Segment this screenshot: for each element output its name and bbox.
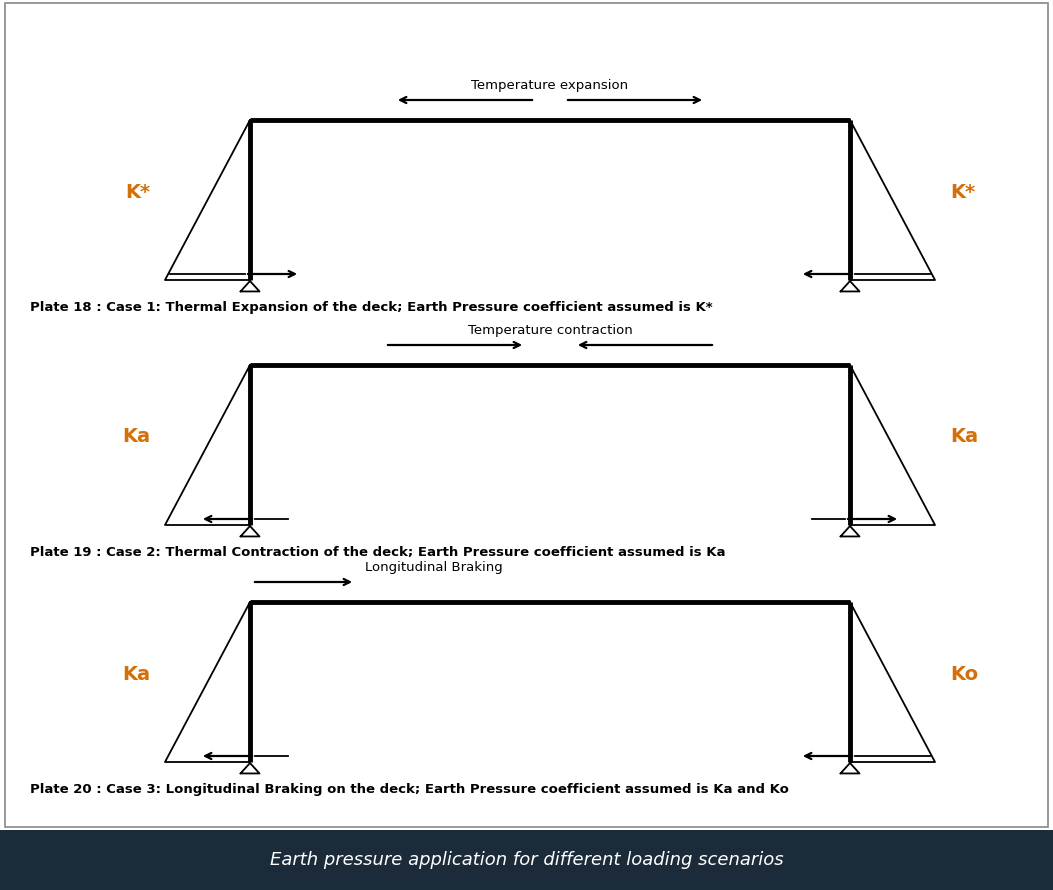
Text: K*: K*: [950, 182, 975, 201]
Text: Plate 18 : Case 1: Thermal Expansion of the deck; Earth Pressure coefficient ass: Plate 18 : Case 1: Thermal Expansion of …: [29, 302, 713, 314]
Bar: [0, 830, 1053, 890]
Text: Ka: Ka: [122, 665, 150, 684]
Text: Ka: Ka: [122, 427, 150, 447]
Text: K*: K*: [125, 182, 150, 201]
Text: Plate 19 : Case 2: Thermal Contraction of the deck; Earth Pressure coefficient a: Plate 19 : Case 2: Thermal Contraction o…: [29, 546, 726, 560]
Text: Ka: Ka: [950, 427, 978, 447]
Text: Temperature contraction: Temperature contraction: [468, 324, 633, 337]
Text: Temperature expansion: Temperature expansion: [472, 79, 629, 92]
Text: Earth pressure application for different loading scenarios: Earth pressure application for different…: [270, 851, 783, 869]
Text: Longitudinal Braking: Longitudinal Braking: [365, 561, 502, 574]
Text: Plate 20 : Case 3: Longitudinal Braking on the deck; Earth Pressure coefficient : Plate 20 : Case 3: Longitudinal Braking …: [29, 783, 789, 797]
Text: Ko: Ko: [950, 665, 978, 684]
